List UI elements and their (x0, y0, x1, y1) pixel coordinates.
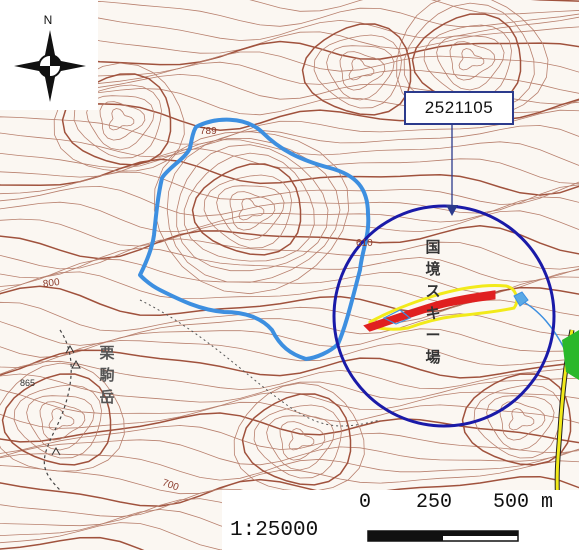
contour-line (0, 139, 579, 169)
contour-line (449, 41, 496, 81)
contour-line (238, 198, 265, 221)
scale-tick-500: 500 m (493, 491, 554, 514)
contour-line (241, 393, 352, 486)
contour-line (26, 395, 95, 451)
contour-line (499, 401, 546, 441)
trail-path-2 (139, 299, 381, 427)
contour-line (473, 384, 562, 459)
mountain-name: 栗 駒 岳 (99, 344, 115, 406)
contour-line (108, 108, 135, 131)
contour-line (0, 401, 579, 429)
contour-line (183, 152, 315, 262)
contour-line (0, 196, 579, 232)
contour-line (279, 421, 326, 461)
contour-line (0, 109, 579, 145)
ski-area-name: 国 境 ス キ ー 場 (425, 238, 441, 366)
contour-line (203, 174, 292, 249)
focus-circle (332, 204, 556, 428)
contour-line (0, 460, 579, 495)
contour-line (153, 131, 350, 295)
contour-line (0, 328, 579, 358)
pond-icon (382, 309, 412, 325)
contour-line (461, 373, 572, 466)
contour-line (0, 247, 579, 283)
elevation-800: 800 (42, 276, 61, 291)
contour-line (0, 425, 579, 454)
elevation-789: 789 (200, 126, 217, 137)
contour-line (0, 412, 579, 444)
contour-line (0, 125, 579, 158)
symbol-icon (51, 446, 61, 456)
contour-line (86, 95, 155, 151)
contour-line (508, 408, 535, 431)
contour-line (53, 62, 185, 172)
contour-line (326, 45, 395, 101)
trail-path (43, 329, 72, 491)
contour-line (0, 533, 579, 550)
contour-line (266, 415, 335, 471)
scale-tick-0: 0 (359, 491, 372, 514)
contour-line (0, 389, 579, 414)
map-id-label: 2521105 (404, 91, 514, 125)
scale-bar (367, 530, 519, 542)
compass-panel: N (0, 0, 98, 110)
scale-ratio: 1:25000 (230, 519, 319, 542)
contour-line (99, 101, 146, 141)
contour-line (0, 439, 579, 466)
contour-line (166, 137, 341, 283)
slide-zone-fill (363, 290, 496, 332)
contour-line (0, 148, 579, 185)
contour-line (0, 0, 579, 19)
contour-line (73, 84, 162, 159)
contour-line (229, 191, 276, 231)
contour-line (0, 313, 579, 346)
leader-arrowhead (446, 205, 458, 216)
elevation-865: 865 (20, 378, 36, 388)
contour-line (0, 360, 579, 390)
contour-line (253, 404, 342, 479)
contour-line (216, 185, 285, 241)
contour-line (0, 349, 579, 379)
contour-line (0, 340, 579, 369)
contour-line (48, 408, 75, 431)
stream (519, 299, 566, 351)
elevation-610: 610 (356, 238, 373, 249)
forest-patch (562, 330, 579, 380)
triangulation-point-icon (71, 359, 81, 369)
slide-zone-outline (368, 284, 519, 331)
shrine-icon (65, 344, 75, 354)
compass-north-label: N (44, 13, 53, 27)
contour-line (176, 144, 329, 272)
contour-line (61, 73, 172, 166)
contour-line (348, 58, 375, 81)
contour-line (486, 395, 555, 451)
contour-line (233, 382, 365, 492)
contour-line (39, 401, 86, 441)
scale-bar-panel (222, 490, 579, 550)
contour-line (0, 210, 579, 247)
contour-line (13, 384, 102, 459)
water-point-icon (513, 291, 529, 307)
contour-line (458, 48, 485, 71)
contour-line (0, 475, 579, 507)
contour-line (0, 362, 125, 472)
contour-line (436, 35, 505, 91)
contour-line (288, 428, 315, 451)
contour-line (339, 51, 386, 91)
scale-tick-250: 250 (416, 491, 453, 514)
contour-line (191, 163, 302, 256)
contour-line (301, 23, 412, 116)
contour-line (1, 373, 112, 466)
contour-line (0, 373, 579, 403)
watershed-outline (138, 117, 371, 361)
compass-icon: N (14, 13, 86, 102)
contour-line (313, 34, 402, 109)
